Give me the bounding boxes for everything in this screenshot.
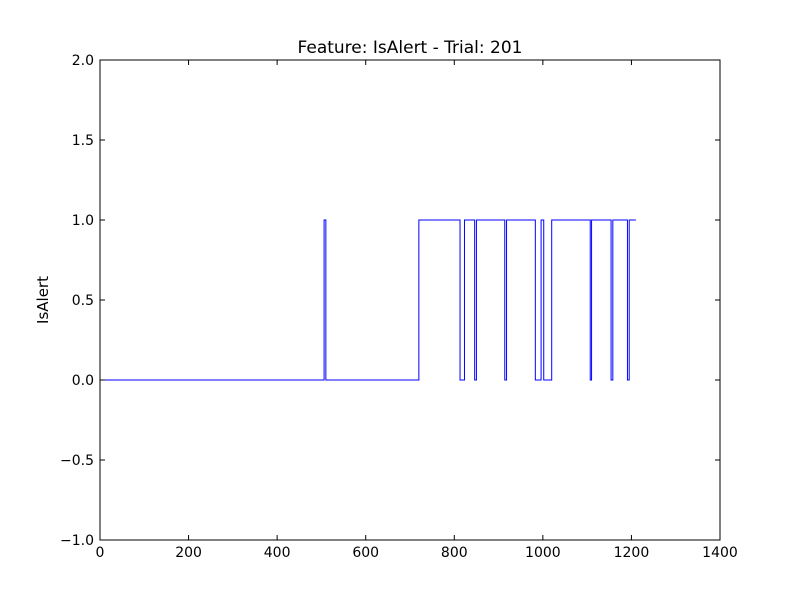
y-tick-label: 2.0: [72, 53, 94, 69]
y-axis-label: IsAlert: [34, 276, 52, 324]
x-tick-label: 1000: [525, 545, 561, 561]
y-tick-label: 0.0: [72, 373, 94, 389]
plot-frame: [99, 59, 721, 541]
x-tick-label: 600: [352, 545, 379, 561]
x-tick-label: 1200: [614, 545, 650, 561]
series-line-0: [100, 219, 636, 381]
x-tick-label: 1400: [702, 545, 738, 561]
ticks-layer: 0 200 400 600 800 1000 1200 1400 −1.0 −0.5 0.0 0.5 1…: [60, 53, 738, 561]
x-tick-label: 200: [175, 545, 202, 561]
x-tick-label: 800: [441, 545, 468, 561]
y-tick-label: 1.5: [72, 133, 94, 149]
plot-layer: [100, 219, 636, 381]
y-tick-label: −1.0: [60, 533, 94, 549]
y-tick-label: 1.0: [72, 213, 94, 229]
y-tick-label: −0.5: [60, 453, 94, 469]
chart-title: Feature: IsAlert - Trial: 201: [298, 38, 523, 58]
y-tick-label: 0.5: [72, 293, 94, 309]
x-tick-label: 400: [264, 545, 291, 561]
x-tick-label: 0: [96, 545, 105, 561]
